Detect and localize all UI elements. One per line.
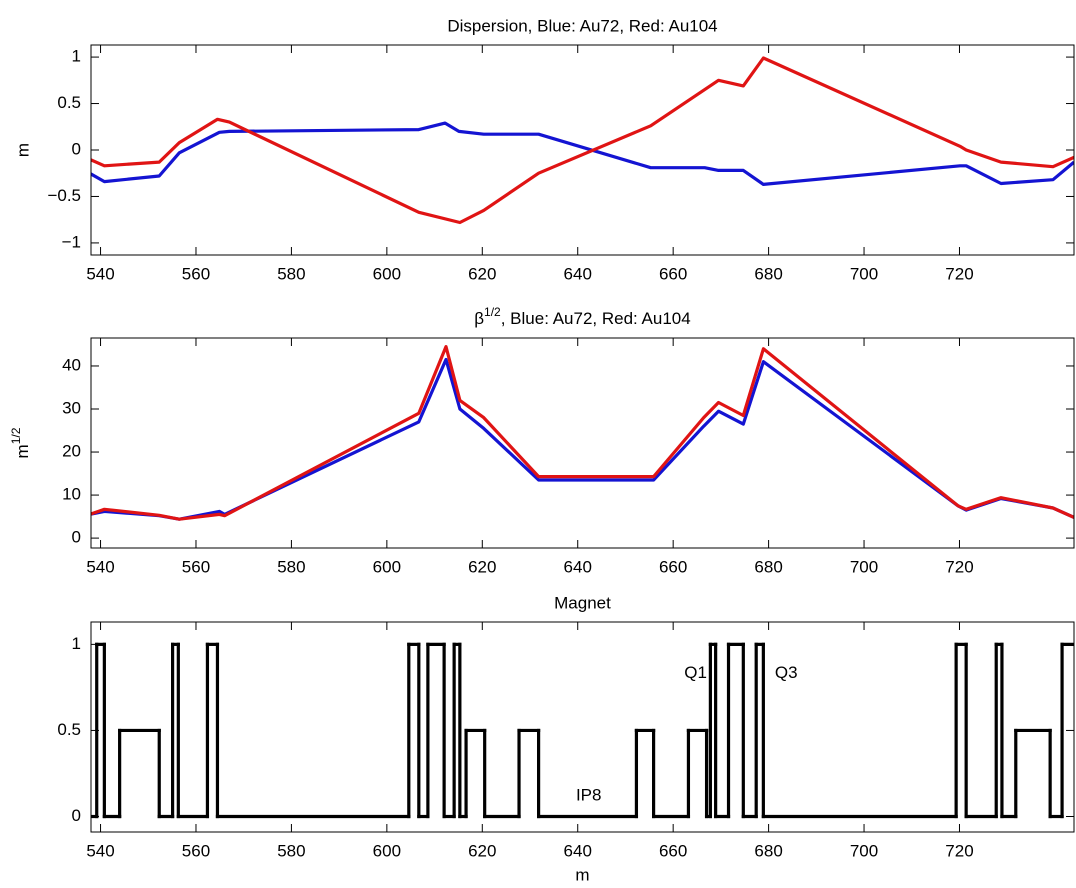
annotation: Q1	[684, 663, 707, 682]
x-tick-label: 560	[182, 264, 210, 283]
x-tick-label: 540	[86, 264, 114, 283]
annotation: Q3	[775, 663, 798, 682]
series-line	[91, 345, 1074, 521]
x-tick-label: 600	[373, 264, 401, 283]
chart-title: β1/2, Blue: Au72, Red: Au104	[474, 305, 690, 328]
x-tick-label: 620	[468, 264, 496, 283]
y-axis-label-base: m	[13, 444, 32, 458]
x-tick-label: 640	[564, 841, 592, 860]
chart-title-rest: , Blue: Au72, Red: Au104	[501, 309, 691, 328]
x-tick-label: 680	[754, 264, 782, 283]
chart-title-sup: 1/2	[484, 305, 501, 319]
x-tick-label: 680	[754, 841, 782, 860]
series-line	[91, 56, 1074, 225]
x-tick-label: 660	[659, 557, 687, 576]
y-tick-label: 1	[72, 634, 81, 653]
plot-area	[91, 45, 1074, 255]
x-tick-label: 580	[277, 841, 305, 860]
y-tick-label: 0	[72, 139, 81, 158]
annotation: IP8	[576, 785, 602, 804]
x-tick-label: 700	[850, 264, 878, 283]
x-tick-label: 560	[182, 841, 210, 860]
axes-box	[90, 337, 1075, 549]
y-tick-label: 40	[62, 355, 81, 374]
x-axis-label: m	[575, 865, 589, 884]
x-tick-label: 600	[373, 557, 401, 576]
y-tick-label: 1	[72, 47, 81, 66]
series-line	[91, 121, 1074, 186]
x-tick-label: 720	[945, 264, 973, 283]
axes-box	[90, 44, 1075, 256]
x-tick-label: 620	[468, 557, 496, 576]
y-tick-label: 0.5	[57, 720, 81, 739]
x-tick-label: 680	[754, 557, 782, 576]
x-tick-label: 560	[182, 557, 210, 576]
x-tick-label: 620	[468, 841, 496, 860]
x-tick-label: 660	[659, 264, 687, 283]
series-group	[91, 56, 1074, 225]
chart-title-base: β	[474, 309, 484, 328]
x-tick-label: 720	[945, 841, 973, 860]
x-tick-label: 700	[850, 557, 878, 576]
y-tick-label: 0.5	[57, 93, 81, 112]
x-tick-label: 640	[564, 264, 592, 283]
x-tick-label: 700	[850, 841, 878, 860]
y-tick-label: 20	[62, 442, 81, 461]
plot-area	[91, 622, 1074, 832]
x-tick-label: 640	[564, 557, 592, 576]
y-tick-label: 0	[72, 806, 81, 825]
series-group	[91, 642, 1074, 819]
y-tick-label: 0	[72, 528, 81, 547]
x-tick-label: 660	[659, 841, 687, 860]
plot-area	[91, 338, 1074, 548]
x-tick-label: 600	[373, 841, 401, 860]
y-tick-label: −0.5	[47, 186, 81, 205]
y-axis-label: m	[13, 143, 32, 157]
x-tick-label: 580	[277, 264, 305, 283]
y-axis-label-sup: 1/2	[9, 427, 23, 444]
x-tick-label: 580	[277, 557, 305, 576]
x-tick-label: 720	[945, 557, 973, 576]
x-tick-label: 540	[86, 557, 114, 576]
series-group	[91, 345, 1074, 521]
axes-box	[90, 621, 1075, 833]
y-axis-label: m1/2	[9, 427, 32, 458]
chart-title: Dispersion, Blue: Au72, Red: Au104	[447, 16, 717, 35]
y-tick-label: −1	[62, 232, 81, 251]
y-tick-label: 30	[62, 398, 81, 417]
y-tick-label: 10	[62, 485, 81, 504]
chart-title: Magnet	[554, 593, 611, 612]
x-tick-label: 540	[86, 841, 114, 860]
